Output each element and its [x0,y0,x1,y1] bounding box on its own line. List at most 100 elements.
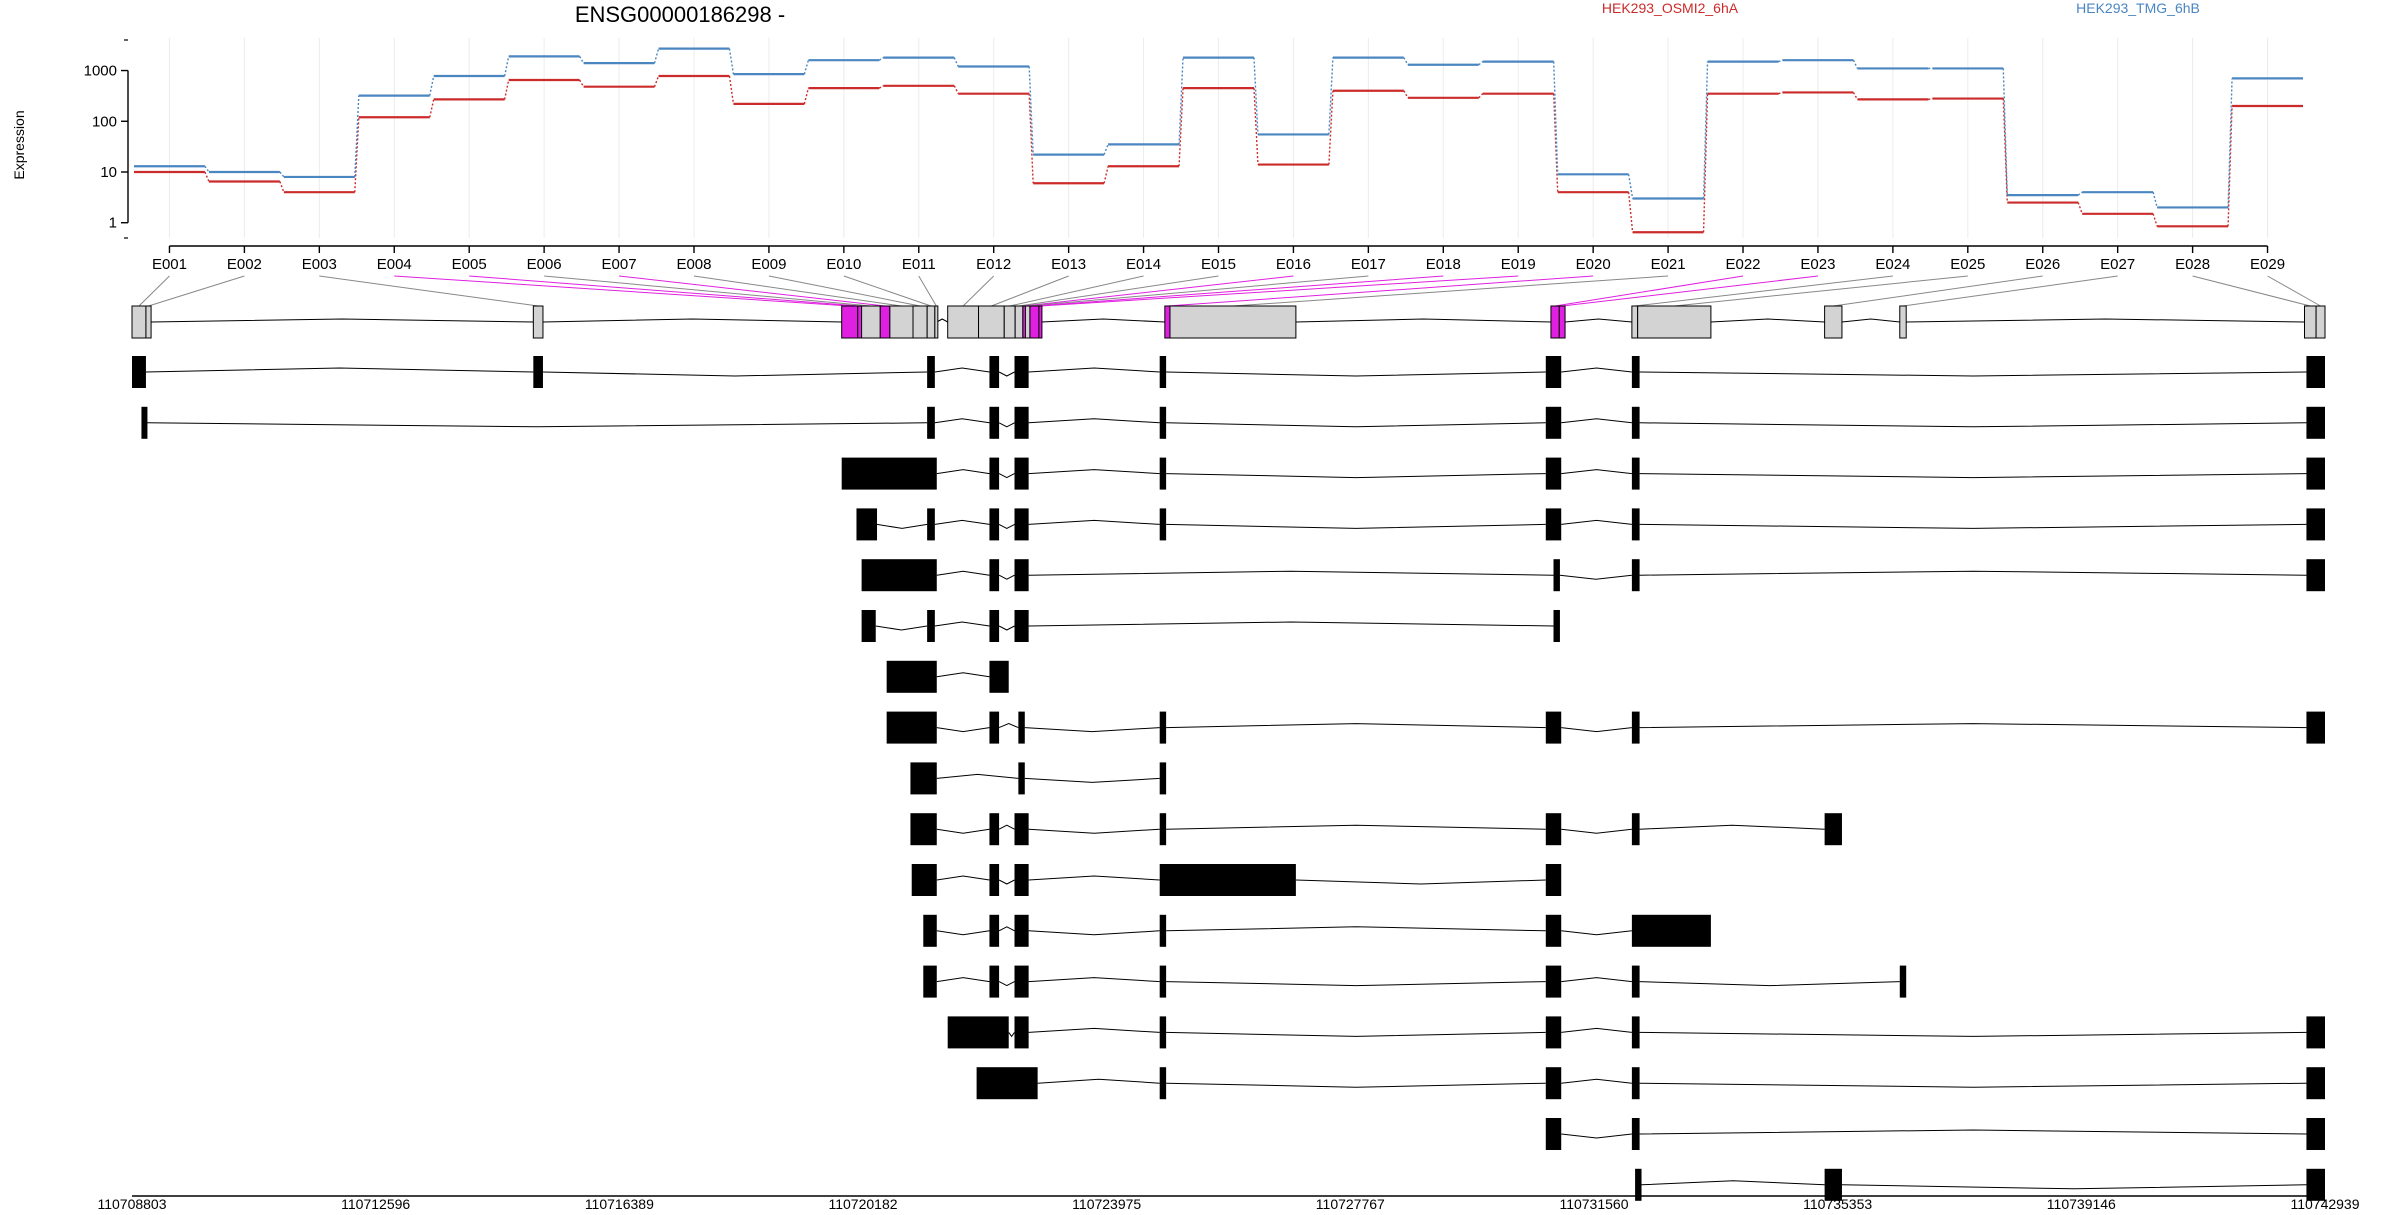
transcript-exon [1545,356,1562,388]
transcript-intron [1024,777,1160,783]
transcript-exon [989,711,1000,744]
coord-tick-label: 110723975 [1072,1196,1141,1210]
transcript-exon [927,610,935,642]
exon-bin-E027 [1899,305,1907,339]
x-tick-label: E029 [2250,256,2285,273]
transcript-intron [145,367,534,373]
connector-line [1009,275,1144,307]
transcript-intron [1028,875,1160,881]
transcript-exon [1159,864,1296,896]
transcript-intron [1166,981,1546,987]
connector-line [962,275,995,307]
transcript-exon [1553,559,1560,592]
expression-connector [2077,202,2083,215]
x-tick-label: E007 [602,256,637,273]
transcript-exon [1545,508,1562,541]
expression-connector [503,79,510,100]
transcript-intron [1028,977,1160,983]
expression-connector [1403,57,1409,66]
transcript-intron [1561,930,1632,936]
transcript-intron [1028,519,1160,525]
transcript-exon [923,914,937,947]
expression-connector [1178,88,1184,167]
transcript-intron [1037,1078,1160,1084]
transcript-exon [1545,864,1562,896]
exon-bin-E018 [1029,305,1040,339]
coord-tick-label: 110735353 [1803,1196,1872,1210]
exon-bin-E021 [1169,305,1297,339]
transcript-intron [936,930,990,936]
connector-line [394,275,850,307]
connector-line [544,275,871,307]
transcript-intron [876,523,928,529]
exon-bin-E025 [1637,305,1712,339]
exon-bin-E017 [1024,305,1031,339]
exon-bin-E029 [2315,305,2326,339]
transcript-exon [841,457,937,490]
connector-line [1902,275,2118,307]
genomic-coordinate-axis: 110708803 110712596 110716389 110720182 1107… [97,1195,2360,1212]
x-tick-label: E009 [751,256,786,273]
transcript-intron [998,422,1015,428]
exon-bin-E006 [861,305,881,339]
transcript-exon [1545,965,1562,998]
intron-line [1710,318,1825,323]
transcript-intron [1166,422,1546,428]
expression-connector [2227,78,2233,208]
transcript-exon [1631,914,1711,947]
transcript-intron [1561,418,1632,424]
x-tick-label: E018 [1426,256,1461,273]
expression-connector [1028,66,1034,155]
expression-connector [204,171,210,182]
transcript-intron [1028,570,1554,576]
transcript-intron [1559,574,1632,580]
transcript-row [841,457,2325,490]
transcript-intron [1641,1180,1825,1186]
transcript-exon [1631,1118,1640,1150]
transcript-intron [998,371,1015,377]
transcript-intron [1639,473,2307,479]
transcript-row [947,1016,2325,1049]
x-tick-label: E017 [1351,256,1386,273]
expression-connector [1478,93,1484,99]
transcript-intron [1561,1078,1632,1084]
transcript-exon [132,356,146,388]
x-tick-label: E010 [826,256,861,273]
transcript-exon [1545,914,1562,947]
transcript-exon [910,762,937,795]
x-tick-label: E006 [527,256,562,273]
gridlines [168,38,2269,238]
connector-line [693,275,902,307]
transcript-exon [2306,508,2325,541]
connector-line [2267,275,2321,307]
expression-connector [1852,59,1859,69]
x-tick-label: E011 [902,256,936,273]
expression-connector [728,75,735,104]
transcript-intron [146,422,928,428]
transcript-exon [1631,457,1640,490]
expression-connector [1328,57,1334,135]
x-tick-label: E003 [302,256,337,273]
transcript-intron [998,981,1015,987]
coord-tick-label: 110708803 [97,1196,166,1210]
x-tick-label: E020 [1576,256,1611,273]
transcript-exon [989,559,1000,592]
x-tick-label: E001 [152,256,187,273]
gene-model-track [131,305,2326,339]
transcript-exon [1631,1016,1640,1049]
y-tick-label: 1000 [84,63,117,80]
expression-connector [1028,93,1034,184]
exon-bin-E013 [978,305,1005,339]
connector-line [843,275,932,307]
transcript-intron [1028,367,1160,373]
connector-line [138,275,170,307]
transcript-row [911,864,1562,896]
expression-connector [1403,90,1409,99]
connector-line [319,275,539,307]
expression-connector [803,59,810,75]
transcript-exon [1159,457,1167,490]
transcript-exon [1545,457,1562,490]
transcript-exon [141,406,148,439]
transcript-exon [927,508,935,541]
transcript-intron [998,574,1015,580]
